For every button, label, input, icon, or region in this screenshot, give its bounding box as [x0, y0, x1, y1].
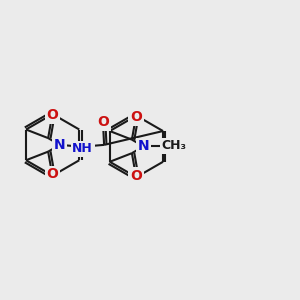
Text: N: N	[54, 138, 66, 152]
Text: O: O	[46, 167, 58, 181]
Text: O: O	[130, 169, 142, 183]
Text: NH: NH	[72, 142, 93, 155]
Text: O: O	[97, 115, 109, 129]
Text: N: N	[138, 140, 149, 153]
Text: O: O	[46, 108, 58, 122]
Text: CH₃: CH₃	[162, 139, 187, 152]
Text: O: O	[130, 110, 142, 124]
